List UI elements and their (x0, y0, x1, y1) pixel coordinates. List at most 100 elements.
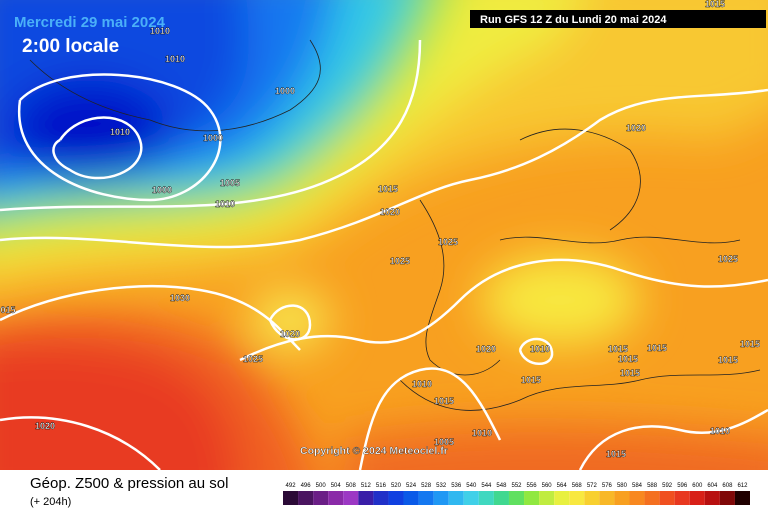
scale-swatch (659, 491, 675, 505)
scale-label: 588 (647, 483, 658, 489)
copyright: Copyright © 2024 Meteociel.fr (300, 445, 448, 457)
isobar-label: 1030 (170, 293, 190, 303)
scale-swatch (508, 491, 525, 505)
coastlines (29, 39, 761, 411)
isobar-label: 1005 (220, 178, 240, 188)
scale-label: 504 (331, 483, 342, 489)
scale-label: 584 (632, 483, 643, 489)
scale-swatch (373, 491, 389, 505)
forecast-date: Mercredi 29 mai 2024 (14, 14, 166, 31)
isobar-label: 1020 (476, 344, 496, 354)
isobar-label: 1005 (434, 437, 454, 447)
scale-label: 604 (707, 483, 718, 489)
isobar-label: 1010 (710, 426, 730, 436)
isobar-label: 1000 (152, 185, 172, 195)
scale-label: 508 (346, 483, 357, 489)
isobar-label: 1010 (150, 26, 170, 36)
scale-label: 576 (602, 483, 613, 489)
scale-label: 560 (542, 483, 553, 489)
scale-swatch (343, 491, 359, 505)
isobar-label: 1020 (380, 207, 400, 217)
isobar-label: 1015 (740, 339, 760, 349)
scale-label: 524 (406, 483, 417, 489)
isobar-label: 1000 (275, 86, 295, 96)
scale-swatch (433, 491, 449, 505)
isobar-label: 1015 (620, 368, 640, 378)
scale-swatch (328, 491, 344, 505)
scale-label: 528 (421, 483, 432, 489)
scale-label: 564 (557, 483, 568, 489)
isobar-label: 1025 (718, 254, 738, 264)
isobar-label: 1020 (35, 421, 55, 431)
scale-swatch (418, 491, 434, 505)
scale-swatch (478, 491, 494, 505)
scale-swatch (719, 491, 735, 505)
scale-swatch (614, 491, 630, 505)
scale-label: 572 (587, 483, 598, 489)
isobar-label: 1010 (165, 54, 185, 64)
isobar-label: 1010 (472, 428, 492, 438)
scale-swatch (493, 491, 509, 505)
scale-label: 568 (572, 483, 583, 489)
map-title: Géop. Z500 & pression au sol (30, 475, 228, 492)
scale-label: 492 (286, 483, 297, 489)
isobar-lines (0, 39, 768, 471)
isobar-label: 1015 (705, 0, 725, 9)
scale-swatch (704, 491, 720, 505)
isobar-label: 1010 (530, 344, 550, 354)
scale-label: 532 (436, 483, 447, 489)
scale-swatch (674, 491, 690, 505)
scale-label: 516 (376, 483, 387, 489)
lead-time: (+ 204h) (30, 496, 71, 508)
scale-swatch (539, 491, 555, 505)
scale-label: 608 (722, 483, 733, 489)
isobar-label: 1015 (718, 355, 738, 365)
isobar-label: 1025 (243, 354, 263, 364)
isobar-labels: 1010 1010 1010 1000 1000 1000 1005 1010 1015 1020… (0, 0, 760, 459)
scale-swatch (599, 491, 615, 505)
scale-label: 612 (737, 483, 748, 489)
isobar-label: 1010 (110, 127, 130, 137)
isobar-label: 015 (0, 305, 15, 315)
isobar-label: 1000 (203, 133, 223, 143)
scale-swatch (644, 491, 660, 505)
scale-swatch (358, 491, 374, 505)
run-info: Run GFS 12 Z du Lundi 20 mai 2024 (480, 14, 667, 26)
scale-swatch (734, 491, 750, 505)
scale-label: 552 (511, 483, 522, 489)
scale-label: 500 (316, 483, 327, 489)
isobar-label: 1025 (390, 256, 410, 266)
scale-swatch (403, 491, 419, 505)
scale-label: 556 (527, 483, 538, 489)
scale-label: 536 (451, 483, 462, 489)
scale-swatch (584, 491, 600, 505)
scale-label: 580 (617, 483, 628, 489)
scale-swatch (554, 491, 570, 505)
scale-swatch (448, 491, 464, 505)
isobar-label: 1020 (280, 329, 300, 339)
scale-swatch (629, 491, 645, 505)
local-time: 2:00 locale (22, 36, 119, 57)
isobar-label: 1010 (215, 199, 235, 209)
isobar-label: 1015 (378, 184, 398, 194)
scale-swatch (689, 491, 705, 505)
isobar-label: 1015 (608, 344, 628, 354)
scale-label: 596 (677, 483, 688, 489)
scale-label: 544 (481, 483, 492, 489)
scale-label: 600 (692, 483, 703, 489)
scale-label: 496 (301, 483, 312, 489)
scale-swatch (569, 491, 585, 505)
isobar-label: 1015 (618, 354, 638, 364)
isobar-label: 1015 (521, 375, 541, 385)
scale-swatch (313, 491, 329, 505)
isobar-label: 1015 (434, 396, 454, 406)
scale-label: 592 (662, 483, 673, 489)
isobar-label: 1015 (606, 449, 626, 459)
color-scale: 492 496 500 504 508 512 516 520 524 528 532 536 540 5… (283, 483, 750, 505)
scale-label: 540 (466, 483, 477, 489)
run-banner (470, 10, 766, 28)
scale-swatch (524, 491, 540, 505)
